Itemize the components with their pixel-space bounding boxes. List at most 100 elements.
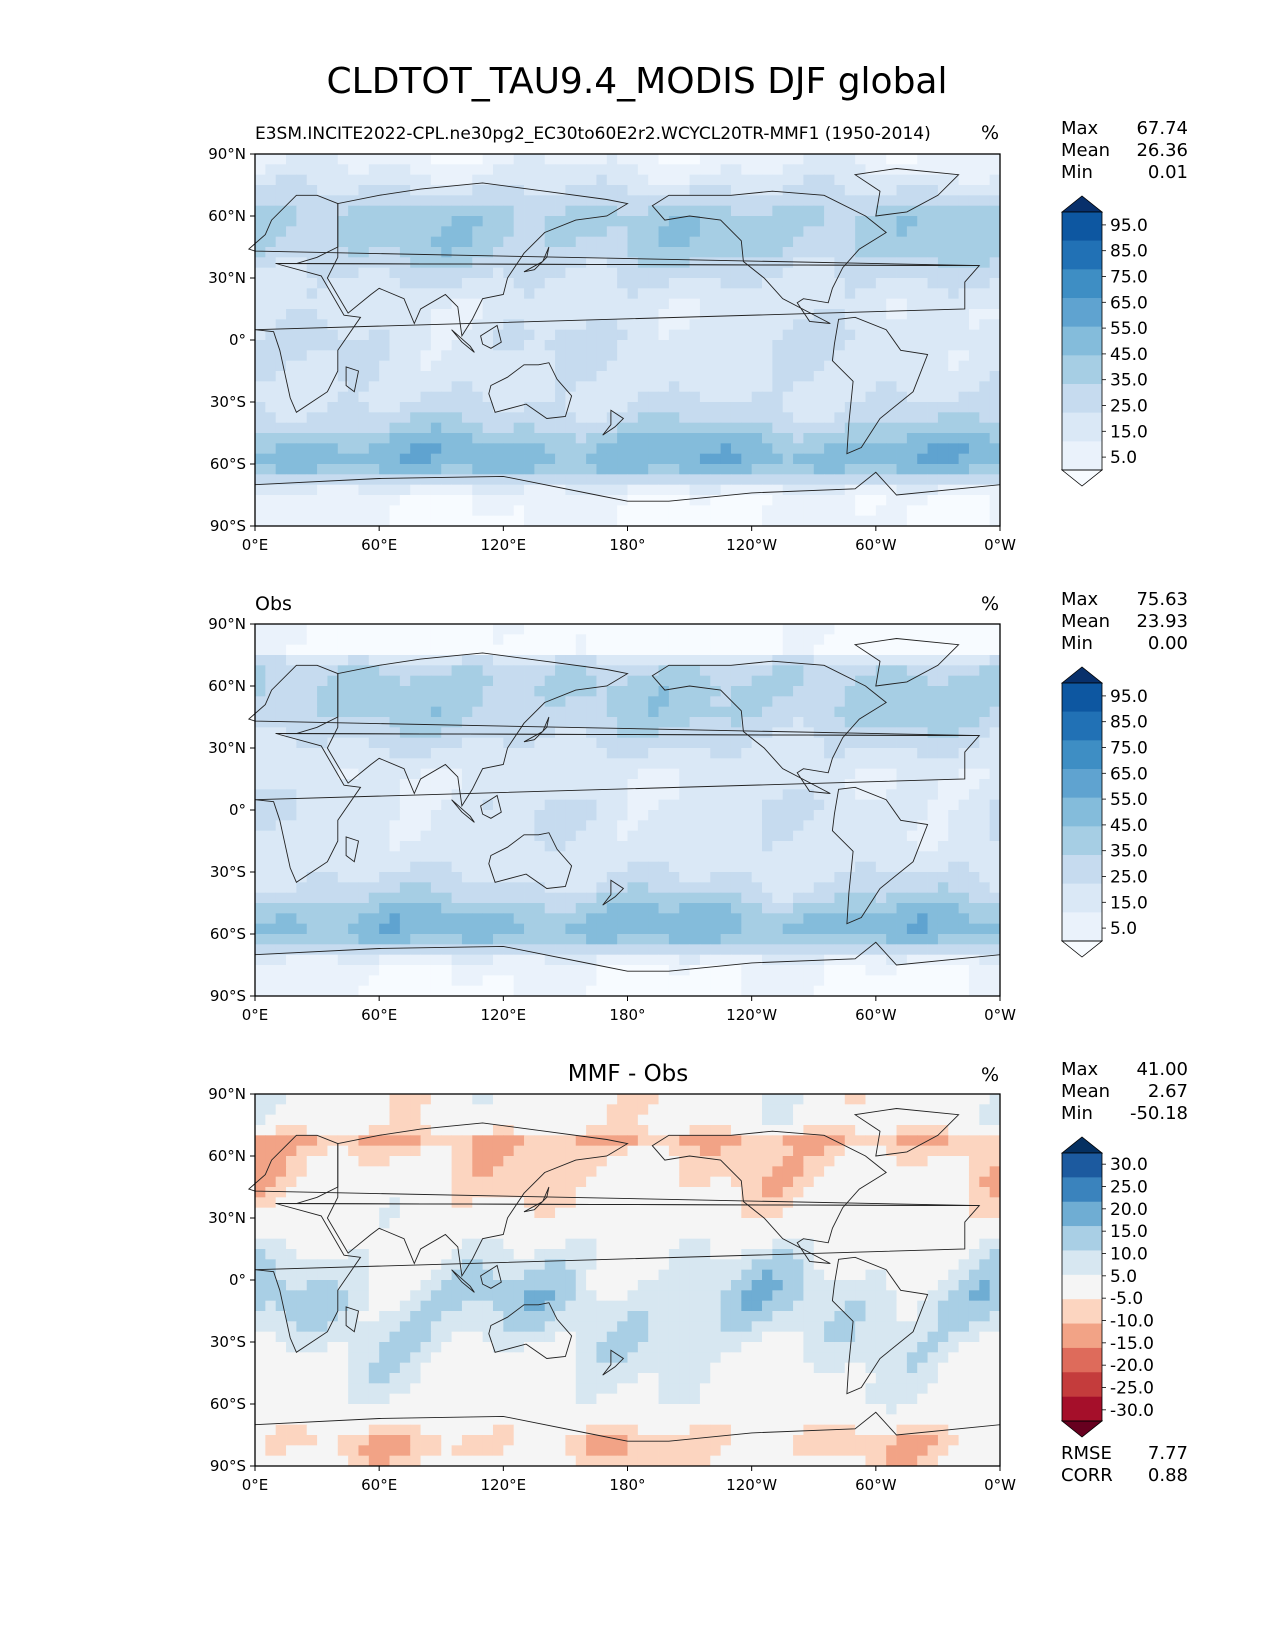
map-field-cell	[441, 696, 452, 708]
map-field-cell	[658, 267, 670, 279]
map-field-cell	[772, 505, 784, 517]
map-field-cell	[793, 830, 804, 842]
map-field-cell	[265, 505, 277, 517]
map-field-cell	[617, 830, 628, 842]
map-field-cell	[948, 195, 960, 207]
map-field-cell	[451, 391, 463, 403]
map-field-cell	[296, 495, 308, 506]
map-field-cell	[741, 934, 753, 945]
map-field-cell	[337, 913, 349, 925]
map-field-cell	[762, 624, 773, 635]
map-field-cell	[575, 624, 587, 635]
map-field-cell	[699, 236, 711, 248]
map-field-cell	[803, 686, 815, 697]
map-field-cell	[596, 422, 608, 434]
map-field-cell	[782, 861, 794, 873]
map-field-cell	[317, 226, 328, 238]
map-field-cell	[627, 934, 639, 945]
map-field-cell	[689, 350, 701, 362]
map-field-cell	[710, 515, 722, 527]
map-field-cell	[586, 686, 597, 697]
map-field-cell	[741, 505, 753, 517]
map-field-cell	[844, 278, 856, 289]
map-field-cell	[948, 484, 960, 496]
map-field-cell	[917, 913, 928, 925]
map-field-cell	[327, 624, 339, 635]
map-field-cell	[979, 195, 991, 207]
map-field-cell	[482, 154, 494, 165]
map-field-cell	[327, 174, 339, 186]
map-field-cell	[793, 340, 804, 351]
map-field-cell	[803, 799, 815, 811]
map-field-cell	[886, 624, 897, 635]
map-field-cell	[824, 288, 835, 300]
map-field-cell	[368, 164, 380, 176]
map-field-cell	[337, 257, 349, 269]
map-field-cell	[451, 360, 463, 372]
map-field-cell	[627, 717, 639, 728]
map-field-cell	[565, 226, 577, 238]
map-field-cell	[741, 371, 753, 382]
map-field-cell	[668, 748, 680, 759]
map-field-cell	[296, 309, 308, 320]
map-field-cell	[348, 267, 359, 279]
map-field-cell	[596, 371, 608, 382]
map-field-cell	[555, 443, 566, 455]
map-field-cell	[772, 634, 784, 646]
map-field-cell	[565, 205, 577, 217]
map-field-cell	[937, 810, 949, 821]
map-field-cell	[906, 340, 918, 351]
map-field-cell	[627, 923, 639, 935]
map-field-cell	[534, 309, 546, 320]
map-field-cell	[337, 422, 349, 434]
map-field-cell	[399, 195, 411, 207]
map-field-cell	[699, 381, 711, 393]
map-field-cell	[513, 799, 525, 811]
map-field-cell	[886, 247, 897, 258]
map-field-cell	[844, 810, 856, 821]
map-field-cell	[482, 789, 494, 801]
map-field-cell	[399, 903, 411, 914]
map-field-cell	[751, 381, 763, 393]
map-field-cell	[430, 433, 442, 444]
map-field-cell	[720, 810, 732, 821]
map-field-cell	[430, 484, 442, 496]
map-field-cell	[524, 474, 535, 486]
map-field-cell	[441, 665, 452, 677]
map-field-cell	[286, 154, 297, 165]
map-field-cell	[379, 748, 390, 759]
map-field-cell	[441, 205, 452, 217]
map-field-cell	[989, 505, 1001, 517]
map-field-cell	[679, 278, 690, 289]
map-field-cell	[865, 696, 877, 708]
map-field-cell	[741, 195, 753, 207]
map-field-cell	[534, 484, 546, 496]
map-field-cell	[255, 443, 266, 455]
map-field-cell	[937, 789, 949, 801]
map-field-cell	[544, 340, 556, 351]
map-field-cell	[348, 412, 359, 424]
map-field-cell	[968, 247, 980, 258]
map-field-cell	[855, 505, 866, 517]
map-field-cell	[379, 443, 390, 455]
map-field-cell	[534, 789, 546, 801]
map-field-cell	[503, 484, 515, 496]
map-field-cell	[358, 820, 370, 832]
map-field-cell	[575, 737, 587, 749]
map-field-cell	[689, 205, 701, 217]
map-field-cell	[917, 453, 928, 465]
map-field-cell	[927, 433, 939, 444]
map-field-cell	[275, 474, 287, 486]
map-field-cell	[596, 329, 608, 341]
map-field-cell	[544, 851, 556, 863]
map-field-cell	[813, 474, 825, 486]
map-field-cell	[544, 861, 556, 873]
map-field-cell	[399, 665, 411, 677]
map-field-cell	[648, 515, 659, 527]
map-field-cell	[730, 758, 742, 770]
map-field-cell	[461, 779, 473, 790]
map-field-cell	[917, 391, 928, 403]
map-field-cell	[968, 892, 980, 904]
map-field-cell	[896, 872, 908, 883]
coastline	[254, 263, 981, 413]
